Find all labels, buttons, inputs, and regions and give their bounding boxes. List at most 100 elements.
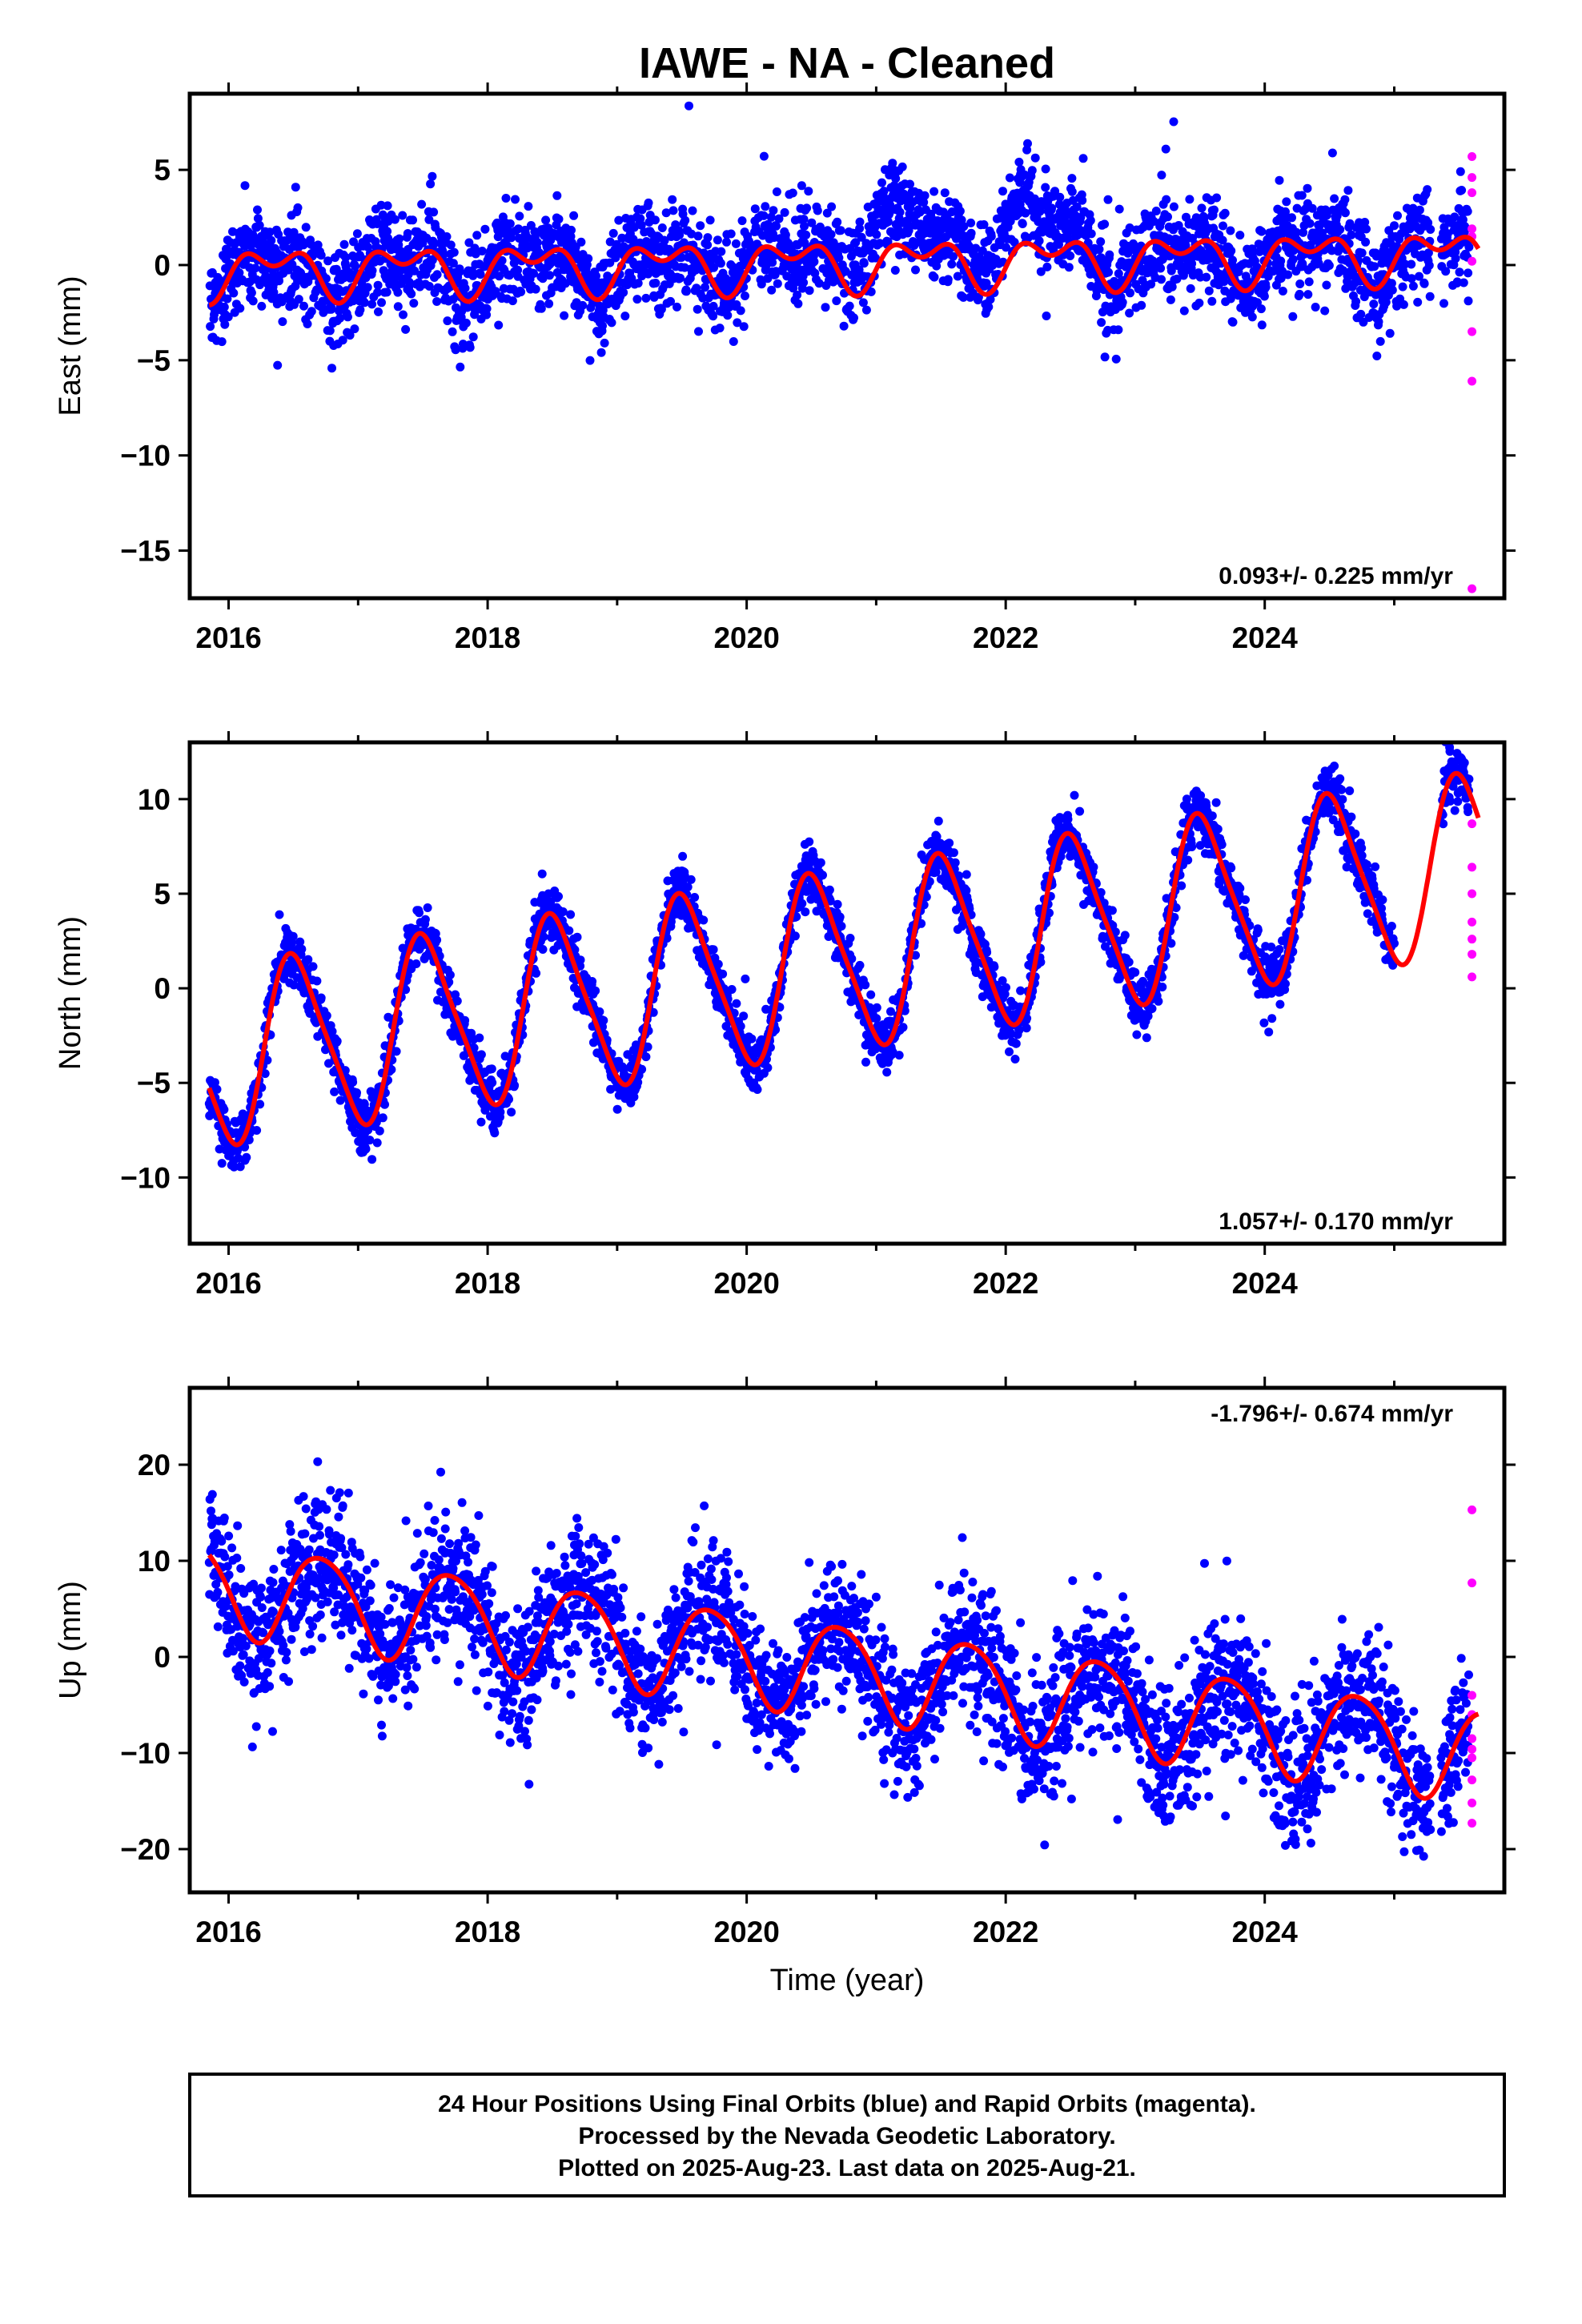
east-final-point [657, 223, 667, 232]
east-final-point [1372, 352, 1382, 360]
north-final-point [882, 1068, 892, 1077]
east-final-point [805, 286, 814, 296]
east-final-point [930, 187, 939, 196]
east-final-point [761, 202, 770, 211]
north-final-point [690, 893, 700, 902]
east-final-point [879, 187, 889, 196]
east-final-point [560, 279, 570, 288]
north-final-point [219, 1105, 229, 1114]
east-final-point [715, 324, 725, 333]
north-final-point [861, 980, 870, 990]
east-final-point [223, 294, 232, 304]
east-final-point [408, 215, 417, 225]
east-final-point [717, 247, 726, 256]
east-final-point [1464, 268, 1473, 278]
east-final-point [1094, 244, 1104, 254]
east-final-point [1179, 306, 1189, 316]
east-final-point [681, 287, 691, 296]
east-final-point [930, 272, 939, 282]
east-final-point [1027, 166, 1037, 175]
east-final-point [409, 299, 419, 308]
east-final-point [395, 234, 404, 243]
east-final-point [1297, 191, 1307, 200]
east-final-point [1459, 278, 1468, 287]
north-final-point [866, 990, 876, 999]
east-final-point [773, 279, 782, 288]
east-final-point [316, 251, 326, 260]
east-final-point [514, 224, 523, 234]
east-final-point [428, 255, 437, 265]
north-final-point [365, 1136, 375, 1145]
east-final-point [781, 230, 790, 239]
north-final-point [260, 1069, 270, 1079]
east-final-point [339, 239, 349, 249]
east-final-point [1195, 298, 1204, 308]
north-final-point [753, 1085, 762, 1094]
east-rapid-point [1468, 376, 1477, 386]
east-final-point [554, 215, 564, 224]
north-final-point [599, 1015, 608, 1025]
east-final-point [1126, 288, 1134, 298]
east-final-point [911, 265, 920, 275]
east-final-point [1343, 186, 1353, 195]
north-final-point [432, 935, 442, 945]
east-frame [187, 91, 1507, 601]
east-final-point [1047, 203, 1057, 213]
north-final-point [763, 1063, 773, 1072]
east-final-point [661, 208, 671, 218]
east-final-point [515, 211, 524, 221]
east-final-point [321, 274, 331, 283]
east-final-point [351, 261, 360, 271]
north-final-point [335, 1096, 345, 1105]
east-final-point [966, 228, 976, 238]
east-final-point [465, 343, 475, 352]
north-final-point [391, 1047, 401, 1056]
east-final-point [673, 302, 681, 312]
east-final-point [1257, 320, 1267, 330]
east-final-point [1455, 267, 1464, 277]
east-final-point [404, 277, 414, 287]
east-final-point [1169, 117, 1178, 127]
east-final-point [1407, 274, 1416, 283]
east-final-point [1408, 281, 1418, 291]
east-final-point [265, 227, 275, 237]
east-final-point [323, 256, 333, 266]
east-final-point [807, 218, 817, 227]
north-final-point [244, 1135, 254, 1144]
east-final-point [1415, 205, 1424, 215]
east-final-point [932, 261, 942, 271]
north-final-point [591, 986, 600, 995]
east-final-point [248, 296, 258, 306]
east-final-point [772, 221, 781, 231]
east-final-point [468, 332, 478, 342]
north-final-point [790, 931, 800, 941]
east-final-point [399, 310, 408, 320]
east-final-point [585, 356, 595, 365]
east-final-point [1256, 304, 1266, 314]
east-final-point [897, 162, 907, 171]
east-final-point [1423, 248, 1433, 258]
east-final-point [729, 263, 738, 272]
north-final-point [240, 1142, 250, 1152]
east-final-point [857, 232, 866, 242]
east-final-point [1276, 274, 1286, 283]
east-final-point [1041, 183, 1050, 192]
east-final-point [269, 287, 279, 297]
east-final-point [839, 321, 849, 331]
east-rapid-point [1468, 188, 1477, 198]
east-y-tick-label: −15 [120, 535, 171, 568]
east-final-point [1197, 203, 1207, 213]
north-final-point [612, 1104, 622, 1114]
east-final-point [947, 259, 957, 269]
east-final-point [688, 206, 697, 215]
east-final-point [750, 204, 760, 214]
east-final-point [871, 253, 880, 263]
east-final-point [382, 287, 391, 297]
east-final-point [694, 327, 703, 336]
north-final-point [324, 1059, 333, 1068]
east-final-point [383, 227, 392, 236]
east-final-point [1303, 183, 1312, 193]
east-final-point [759, 211, 769, 220]
east-final-point [253, 205, 262, 215]
